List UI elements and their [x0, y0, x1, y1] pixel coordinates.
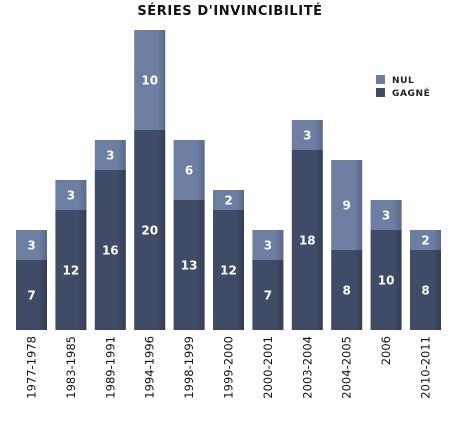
legend-swatch-nul: [376, 75, 385, 84]
data-label-nul-2: 3: [106, 149, 114, 163]
chart-title: SÉRIES D'INVINCIBILITÉ: [137, 3, 322, 19]
data-label-gagn-3: 20: [141, 224, 158, 238]
bar-shade-nul-10: [410, 230, 441, 250]
x-tick-label: 1998-1999: [182, 336, 196, 399]
bar-shade-gagn-9: [370, 230, 402, 330]
data-label-gagn-4: 13: [181, 259, 198, 273]
bar-shade-nul-3: [134, 30, 166, 130]
x-tick-label: 2010-2011: [419, 336, 433, 399]
x-tick-label: 1999-2000: [222, 336, 236, 399]
data-label-gagn-1: 12: [63, 264, 80, 278]
data-label-gagn-10: 8: [421, 284, 429, 298]
bar-shade-nul-7: [291, 120, 323, 150]
bar-shade-nul-5: [213, 190, 244, 210]
data-label-gagn-5: 12: [220, 264, 237, 278]
data-label-nul-5: 2: [224, 194, 232, 208]
bar-shade-gagn-0: [16, 260, 47, 330]
data-label-nul-9: 3: [382, 209, 390, 223]
x-tick-label: 2006: [379, 336, 393, 365]
x-tick-label: 1994-1996: [143, 336, 157, 399]
data-label-nul-7: 3: [303, 129, 311, 143]
bars-group: 7 3 12 3 16 3 20 10 13 6 12 2 7 3 18 3 8 9 10 3 8 2: [16, 30, 441, 330]
bar-shade-nul-2: [94, 140, 126, 170]
bar-shade-gagn-7: [291, 150, 323, 330]
bar-shade-gagn-3: [134, 130, 166, 330]
bar-shade-gagn-8: [331, 250, 363, 330]
data-label-nul-6: 3: [264, 239, 272, 253]
x-axis: 1977-1978 1983-1985 1989-1991 1994-1996 1998…: [25, 336, 433, 399]
data-label-nul-10: 2: [421, 234, 429, 248]
x-tick-label: 1983-1985: [64, 336, 78, 399]
data-label-nul-8: 9: [343, 199, 351, 213]
x-tick-label: 2004-2005: [340, 336, 354, 399]
x-tick-label: 2000-2001: [261, 336, 275, 399]
x-tick-label: 1977-1978: [25, 336, 39, 399]
data-label-nul-1: 3: [67, 189, 75, 203]
bar-shade-nul-6: [252, 230, 284, 260]
data-label-gagn-0: 7: [27, 289, 35, 303]
bar-shade-gagn-10: [410, 250, 441, 330]
data-label-gagn-7: 18: [299, 234, 316, 248]
bar-shade-nul-1: [55, 180, 87, 210]
data-label-nul-4: 6: [185, 164, 193, 178]
bar-shade-gagn-4: [173, 200, 205, 330]
legend-swatch-gagn: [376, 88, 385, 97]
data-label-gagn-6: 7: [264, 289, 272, 303]
legend-label-nul: NUL: [392, 76, 414, 86]
data-label-gagn-8: 8: [343, 284, 351, 298]
x-tick-label: 1989-1991: [103, 336, 117, 399]
x-tick-label: 2003-2004: [300, 336, 314, 399]
bar-shade-nul-4: [173, 140, 205, 200]
bar-shade-nul-8: [331, 160, 363, 250]
data-label-nul-3: 10: [141, 74, 158, 88]
bar-shade-gagn-2: [94, 170, 126, 330]
bar-shade-nul-9: [370, 200, 402, 230]
bar-shade-gagn-5: [213, 210, 244, 330]
data-label-gagn-9: 10: [378, 274, 395, 288]
bar-shade-gagn-1: [55, 210, 87, 330]
data-label-gagn-2: 16: [102, 244, 119, 258]
bar-shade-gagn-6: [252, 260, 284, 330]
data-label-nul-0: 3: [27, 239, 35, 253]
bar-shade-nul-0: [16, 230, 47, 260]
legend-label-gagn: GAGNÉ: [392, 87, 430, 99]
